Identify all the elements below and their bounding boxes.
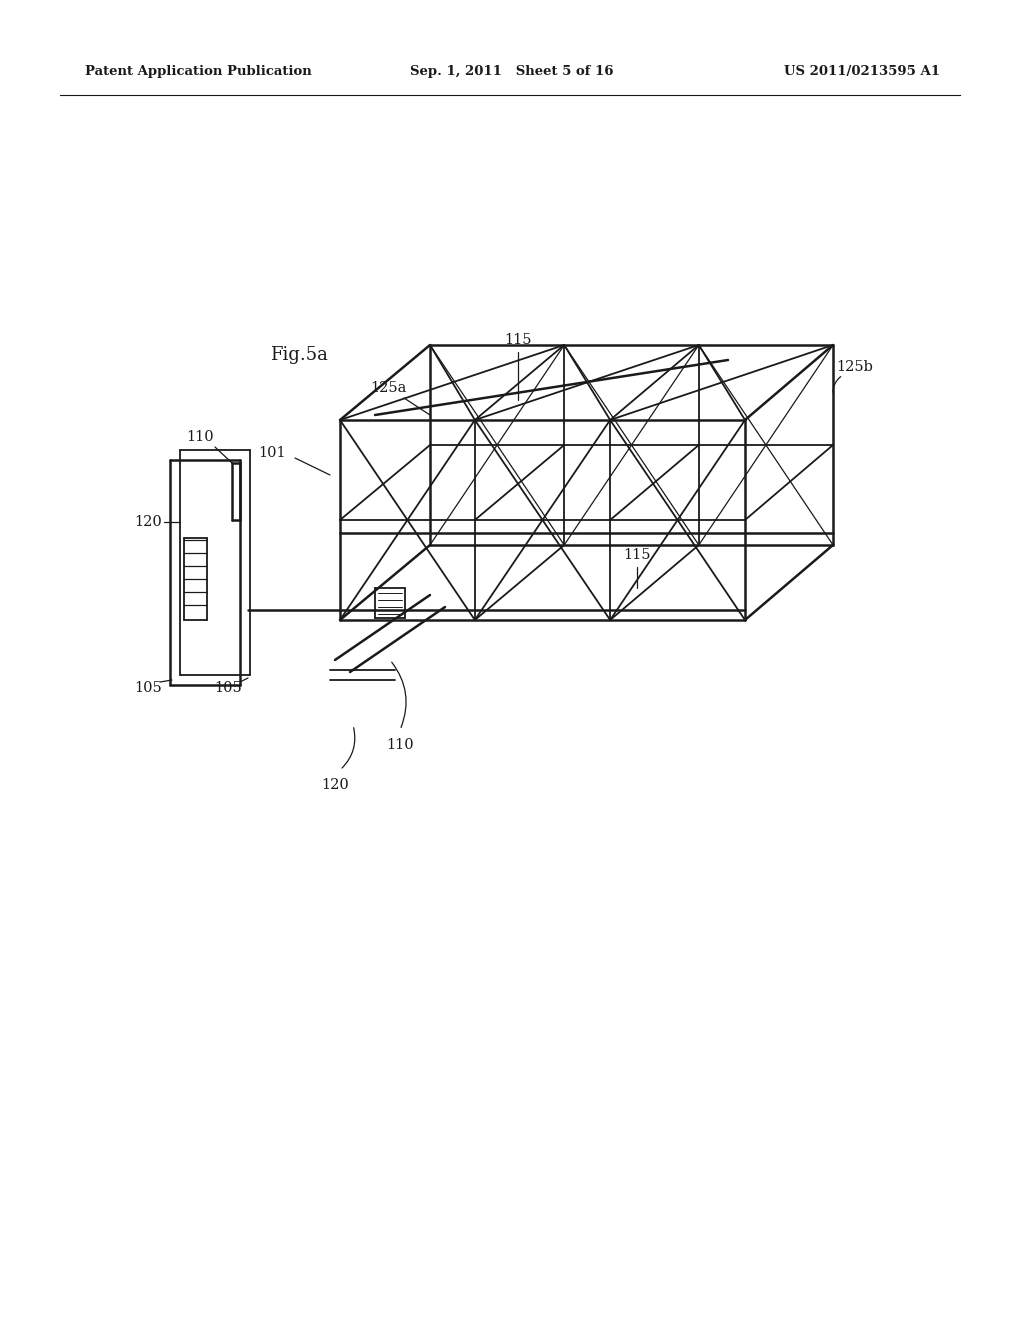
Text: 125b: 125b	[836, 360, 872, 374]
Text: 125a: 125a	[370, 381, 407, 395]
Text: 120: 120	[134, 515, 162, 529]
Text: Patent Application Publication: Patent Application Publication	[85, 66, 311, 78]
Text: 115: 115	[504, 333, 531, 347]
Text: Sep. 1, 2011   Sheet 5 of 16: Sep. 1, 2011 Sheet 5 of 16	[411, 66, 613, 78]
Text: 110: 110	[386, 738, 414, 752]
Text: US 2011/0213595 A1: US 2011/0213595 A1	[784, 66, 940, 78]
Text: Fig.5a: Fig.5a	[270, 346, 328, 364]
Text: 115: 115	[624, 548, 650, 562]
Text: 101: 101	[258, 446, 286, 459]
Text: 105: 105	[134, 681, 162, 696]
Text: 110: 110	[186, 430, 214, 444]
Text: 120: 120	[322, 777, 349, 792]
Text: 105: 105	[214, 681, 242, 696]
